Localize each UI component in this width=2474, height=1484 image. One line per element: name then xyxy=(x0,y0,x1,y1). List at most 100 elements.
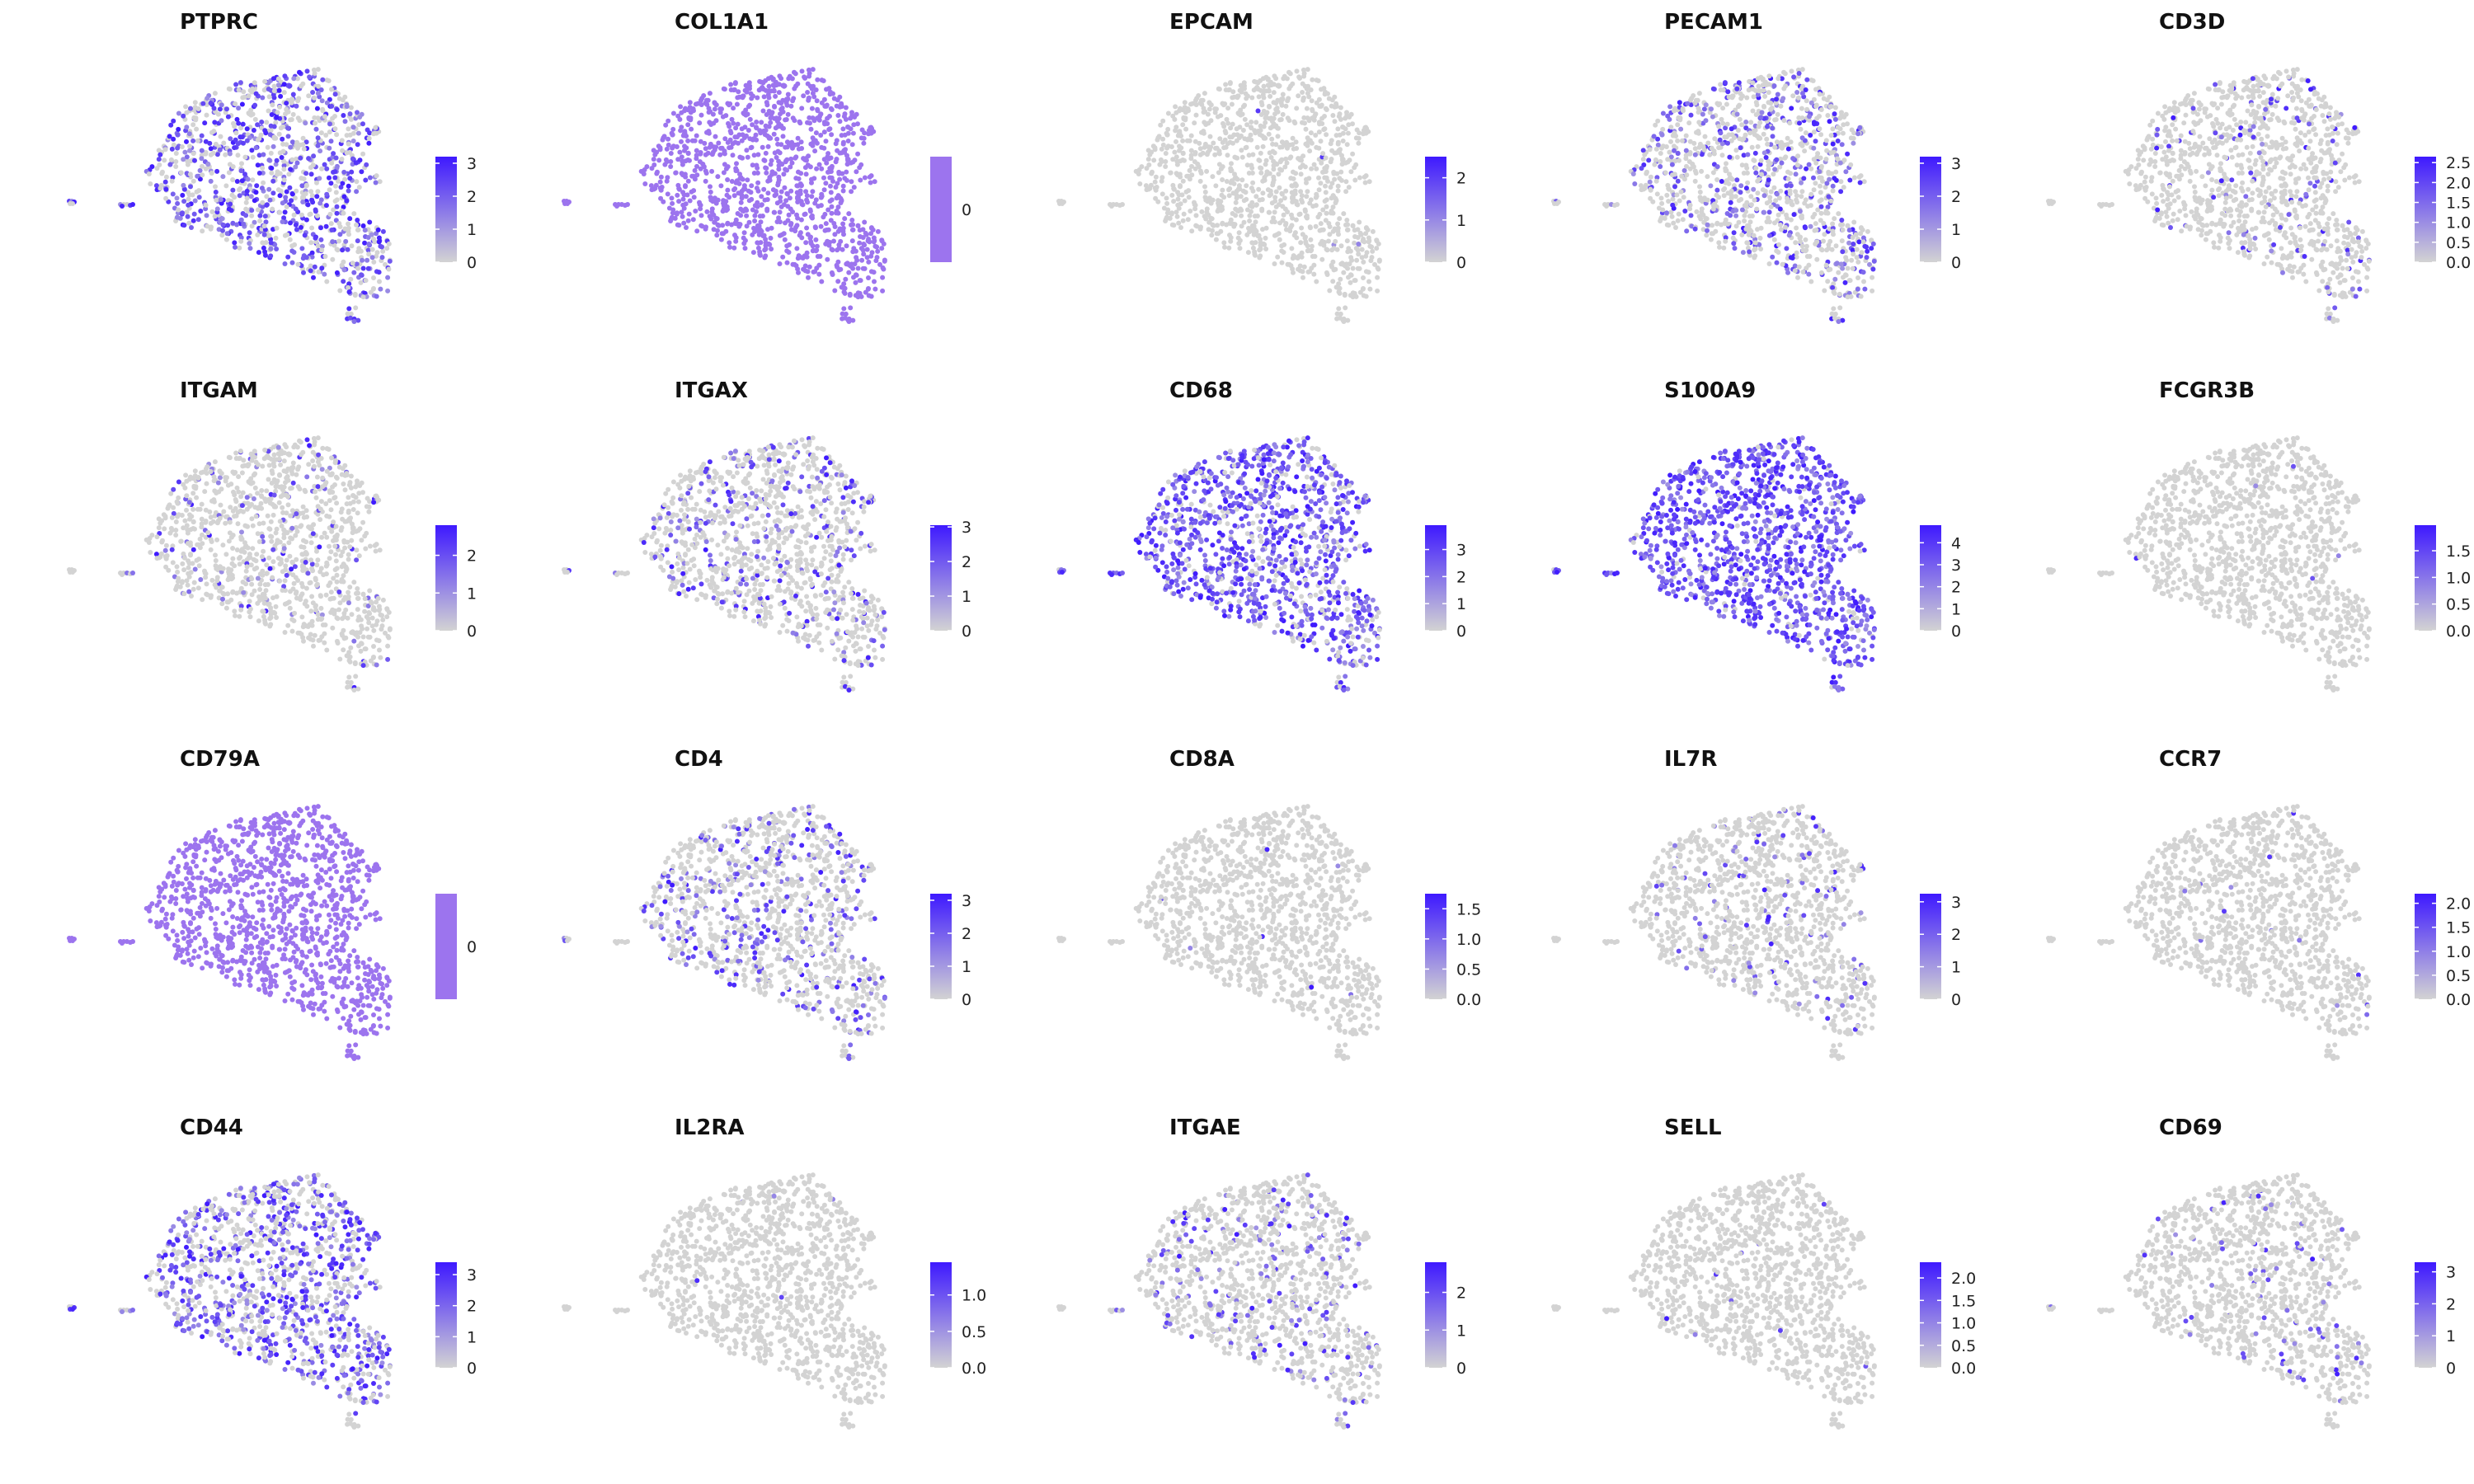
cell-point xyxy=(244,188,250,194)
cell-point xyxy=(1153,174,1159,180)
cell-point xyxy=(224,231,230,237)
cell-point xyxy=(1263,162,1268,167)
cell-point xyxy=(668,151,674,156)
cell-point xyxy=(1827,238,1833,244)
cell-point xyxy=(1807,254,1813,259)
cell-point xyxy=(1770,125,1776,131)
feature-panel-ptprc: PTPRC 0 1 2 3 xyxy=(0,0,495,369)
cell-point xyxy=(1788,183,1794,189)
cell-point xyxy=(849,218,855,223)
cell-point xyxy=(1289,212,1294,218)
cell-point xyxy=(1194,96,1200,101)
cell-point xyxy=(1291,270,1296,275)
cell-point xyxy=(208,178,214,184)
cell-point xyxy=(207,140,213,146)
cell-point xyxy=(2203,183,2208,189)
cell-point xyxy=(1330,210,1336,216)
cell-point xyxy=(824,228,830,232)
cell-point xyxy=(312,71,317,76)
cell-point xyxy=(1060,201,1065,206)
cell-point xyxy=(1256,94,1262,100)
cell-point xyxy=(284,101,289,106)
cell-point xyxy=(251,128,256,133)
cell-point xyxy=(1679,138,1685,143)
cell-point xyxy=(668,159,674,164)
cell-point xyxy=(827,126,833,132)
colorbar: 0 xyxy=(930,157,971,262)
cell-point xyxy=(731,245,737,251)
cell-point xyxy=(1733,208,1739,214)
cell-point xyxy=(1851,175,1857,181)
cell-point xyxy=(259,120,265,124)
cell-point xyxy=(833,185,839,190)
cell-point xyxy=(666,136,671,142)
cell-point xyxy=(310,90,316,95)
cell-point xyxy=(1328,185,1333,190)
cell-point xyxy=(747,102,753,108)
cell-point xyxy=(192,198,198,204)
cell-point xyxy=(1845,223,1851,228)
cell-point xyxy=(1260,190,1266,196)
cell-point xyxy=(727,244,732,250)
cell-point xyxy=(1766,73,1772,79)
cell-point xyxy=(186,220,192,226)
cell-point xyxy=(351,270,357,275)
cell-point xyxy=(1189,228,1195,234)
cell-point xyxy=(778,195,783,200)
cell-point xyxy=(765,92,771,97)
cell-point xyxy=(1367,243,1373,249)
cell-point xyxy=(297,118,303,124)
cell-point xyxy=(327,145,332,151)
cell-point xyxy=(241,140,246,146)
cell-point xyxy=(738,200,744,205)
cell-point xyxy=(2283,217,2288,223)
cell-point xyxy=(1774,191,1780,197)
cell-point xyxy=(277,150,283,156)
cell-point xyxy=(755,245,761,251)
cell-point xyxy=(1366,235,1371,241)
cell-point xyxy=(1304,106,1310,111)
cell-point xyxy=(839,104,844,110)
cell-point xyxy=(1789,106,1794,111)
cell-point xyxy=(1203,197,1209,203)
cell-point xyxy=(1235,176,1240,182)
cell-point xyxy=(780,254,786,260)
cell-point xyxy=(1803,237,1808,242)
cell-point xyxy=(1199,209,1205,214)
cell-point xyxy=(333,190,339,195)
cell-point xyxy=(190,151,196,157)
cell-point xyxy=(268,128,274,133)
cell-point xyxy=(1252,214,1258,219)
colorbar-tick-label: 1 xyxy=(1456,212,1466,230)
cell-point xyxy=(212,120,218,125)
cell-point xyxy=(309,250,315,256)
cell-point xyxy=(226,86,232,92)
cell-point xyxy=(848,305,854,311)
cell-point xyxy=(710,111,716,117)
cell-point xyxy=(1299,225,1305,231)
cell-point xyxy=(760,87,766,92)
cell-point xyxy=(1362,124,1368,130)
cell-point xyxy=(386,266,392,272)
cell-point xyxy=(1660,126,1666,132)
cell-point xyxy=(1751,232,1757,238)
cell-point xyxy=(1323,183,1328,189)
cell-point xyxy=(1640,148,1646,153)
cell-point xyxy=(783,144,788,150)
cell-point xyxy=(1864,255,1870,261)
cell-point xyxy=(376,239,382,245)
cell-point xyxy=(687,100,693,106)
cell-point xyxy=(865,286,871,292)
cell-point xyxy=(184,124,190,130)
cell-point xyxy=(1676,211,1681,217)
panel-title: EPCAM xyxy=(1169,10,1253,35)
cell-point xyxy=(780,125,786,131)
cell-point xyxy=(1247,213,1253,218)
cell-point xyxy=(1775,92,1780,97)
cell-point xyxy=(323,133,329,138)
cell-point xyxy=(1767,195,1773,200)
cell-point xyxy=(744,213,750,218)
cell-point xyxy=(1850,247,1856,253)
cell-point xyxy=(680,196,686,202)
cell-point xyxy=(2184,223,2189,229)
